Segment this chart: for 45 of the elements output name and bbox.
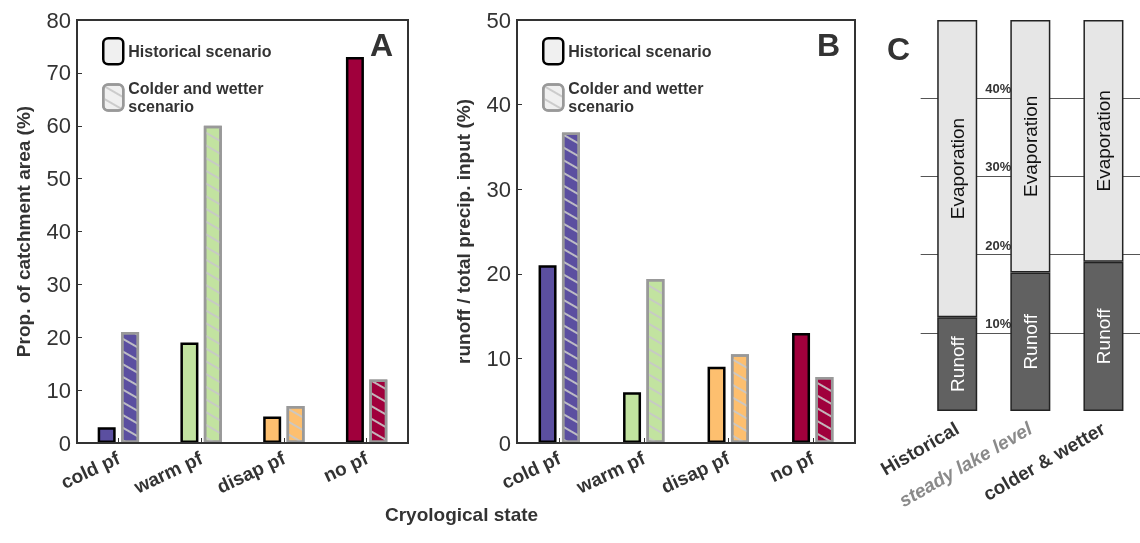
y-tick-label: 40 — [46, 219, 71, 244]
x-tick-label: warm pf — [129, 447, 207, 498]
y-tick-label: 80 — [46, 7, 71, 33]
y-tick-label: 60 — [46, 113, 71, 139]
y-axis-title: runoff / total precip. input (%) — [453, 99, 474, 364]
x-tick-label: no pf — [320, 447, 372, 487]
x-tick-label: disap pf — [657, 447, 734, 498]
y-tick-label: 0 — [498, 430, 511, 456]
bar — [707, 366, 726, 443]
bar — [180, 342, 199, 443]
bar — [538, 265, 557, 443]
text: Runoff — [1019, 313, 1041, 370]
bar — [97, 427, 116, 443]
bar — [345, 57, 364, 443]
bar — [623, 392, 642, 443]
y-tick-label: 10 — [46, 377, 71, 403]
text: Evaporation — [1092, 90, 1114, 192]
series-label: Evaporation — [946, 117, 968, 220]
chart-title: C — [887, 31, 911, 67]
chart-title: A — [369, 27, 393, 63]
legend-label: Colder and wetter scenario — [568, 80, 708, 115]
y-tick-label: 50 — [486, 7, 511, 33]
bar — [792, 333, 811, 443]
text: Runoff — [1092, 308, 1114, 365]
y-tick-label: 0 — [58, 430, 71, 456]
y-tick-label: 50 — [46, 166, 71, 192]
text: Evaporation — [1019, 95, 1041, 197]
x-tick-label: disap pf — [213, 447, 289, 498]
x-axis-title: Cryological state — [385, 504, 539, 525]
legend-label: Historical scenario — [568, 42, 712, 60]
x-tick-label: no pf — [766, 447, 818, 487]
y-tick-label: 40 — [486, 92, 511, 118]
y-tick-label: 70 — [46, 60, 71, 86]
y-tick-label: 20 — [46, 324, 71, 350]
series-label: Runoff — [946, 335, 968, 392]
chart-title: B — [816, 27, 840, 63]
legend-label: Historical scenario — [128, 42, 272, 60]
y-tick-label: 10 — [486, 345, 511, 371]
y-tick-label: 30 — [46, 271, 71, 297]
bar — [263, 416, 282, 443]
y-axis-title: Prop. of catchment area (%) — [13, 105, 34, 358]
legend-label: Colder and wetter scenario — [128, 80, 268, 115]
x-tick-label: warm pf — [572, 447, 649, 498]
y-tick-label: 20 — [486, 261, 511, 287]
y-tick-label: 30 — [486, 176, 511, 202]
